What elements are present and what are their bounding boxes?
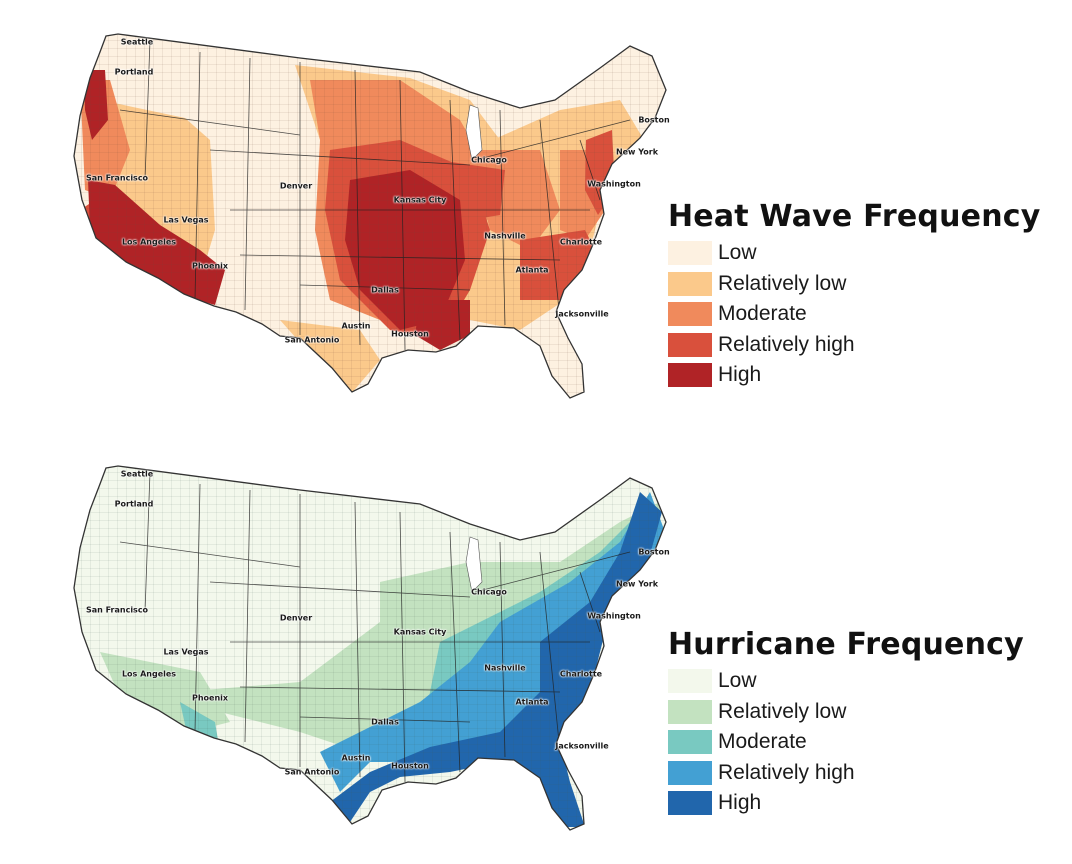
heat-wave-map: Seattle Portland San Francisco Las Vegas Los… xyxy=(0,0,700,430)
city-label: Washington xyxy=(587,179,641,189)
legend-label: Relatively low xyxy=(718,271,847,295)
city-label: San Antonio xyxy=(284,335,340,345)
city-label: San Francisco xyxy=(85,173,149,183)
legend-swatch xyxy=(668,271,712,296)
city-label: Austin xyxy=(341,321,371,331)
legend-label: High xyxy=(718,363,762,387)
city-label: Phoenix xyxy=(191,693,229,703)
city-label: Portland xyxy=(114,67,154,77)
city-label: Washington xyxy=(587,611,641,621)
legend-swatch xyxy=(668,791,712,816)
city-label: Dallas xyxy=(371,717,399,727)
city-label: Las Vegas xyxy=(163,647,209,657)
county-grid xyxy=(74,34,666,398)
city-label: Atlanta xyxy=(515,265,549,275)
lake-michigan xyxy=(465,536,483,593)
city-label: Jacksonville xyxy=(555,741,609,751)
city-label: Seattle xyxy=(120,37,154,47)
legend-item: Low xyxy=(668,238,1068,269)
city-label: Dallas xyxy=(371,285,399,295)
city-label: Chicago xyxy=(471,587,507,597)
city-label: New York xyxy=(615,579,659,589)
city-label: Kansas City xyxy=(393,627,447,637)
city-label: Atlanta xyxy=(515,697,549,707)
city-label: Seattle xyxy=(120,469,154,479)
legend-item: Relatively high xyxy=(668,330,1068,361)
hurricane-legend: Hurricane Frequency Low Relatively low M… xyxy=(668,624,1068,819)
legend-item: Moderate xyxy=(668,299,1068,330)
legend-item: High xyxy=(668,788,1068,819)
city-label: Jacksonville xyxy=(555,309,609,319)
legend-label: Relatively high xyxy=(718,332,855,356)
legend-swatch xyxy=(668,699,712,724)
city-label: Nashville xyxy=(484,663,526,673)
legend-swatch xyxy=(668,760,712,785)
city-label: Denver xyxy=(279,613,313,623)
city-label: Boston xyxy=(638,547,670,557)
city-label: Nashville xyxy=(484,231,526,241)
legend-label: Relatively high xyxy=(718,760,855,784)
heat-wave-legend: Heat Wave Frequency Low Relatively low M… xyxy=(668,196,1068,391)
city-label: Chicago xyxy=(471,155,507,165)
legend-item: Moderate xyxy=(668,727,1068,758)
city-label: Los Angeles xyxy=(121,237,177,247)
city-label: Phoenix xyxy=(191,261,229,271)
legend-label: Low xyxy=(718,241,757,265)
state-borders xyxy=(119,39,631,351)
legend-swatch xyxy=(668,363,712,388)
hurricane-map-svg xyxy=(73,465,667,831)
city-label: Charlotte xyxy=(559,669,603,679)
legend-item: Relatively high xyxy=(668,758,1068,789)
hurricane-legend-title: Hurricane Frequency xyxy=(668,627,1024,662)
city-label: Houston xyxy=(391,761,429,771)
legend-item: Low xyxy=(668,666,1068,697)
lake-michigan xyxy=(465,104,483,161)
city-label: New York xyxy=(615,147,659,157)
city-label: San Francisco xyxy=(85,605,149,615)
city-label: Denver xyxy=(279,181,313,191)
legend-swatch xyxy=(668,332,712,357)
heat-wave-legend-title: Heat Wave Frequency xyxy=(668,199,1041,234)
heat-wave-map-svg xyxy=(73,33,667,399)
city-label: Austin xyxy=(341,753,371,763)
city-label: Portland xyxy=(114,499,154,509)
city-label: Charlotte xyxy=(559,237,603,247)
legend-item: Relatively low xyxy=(668,697,1068,728)
city-label: Boston xyxy=(638,115,670,125)
city-label: San Antonio xyxy=(284,767,340,777)
legend-item: High xyxy=(668,360,1068,391)
city-label: Houston xyxy=(391,329,429,339)
legend-label: High xyxy=(718,791,762,815)
county-grid xyxy=(74,466,666,830)
legend-swatch xyxy=(668,669,712,694)
legend-swatch xyxy=(668,302,712,327)
city-label: Kansas City xyxy=(393,195,447,205)
city-label: Los Angeles xyxy=(121,669,177,679)
legend-label: Relatively low xyxy=(718,699,847,723)
legend-swatch xyxy=(668,241,712,266)
legend-item: Relatively low xyxy=(668,269,1068,300)
legend-label: Moderate xyxy=(718,730,807,754)
legend-label: Low xyxy=(718,669,757,693)
legend-swatch xyxy=(668,730,712,755)
city-label: Las Vegas xyxy=(163,215,209,225)
legend-label: Moderate xyxy=(718,302,807,326)
state-borders xyxy=(119,471,631,783)
hurricane-map: Seattle Portland San Francisco Las Vegas Los… xyxy=(0,432,700,862)
